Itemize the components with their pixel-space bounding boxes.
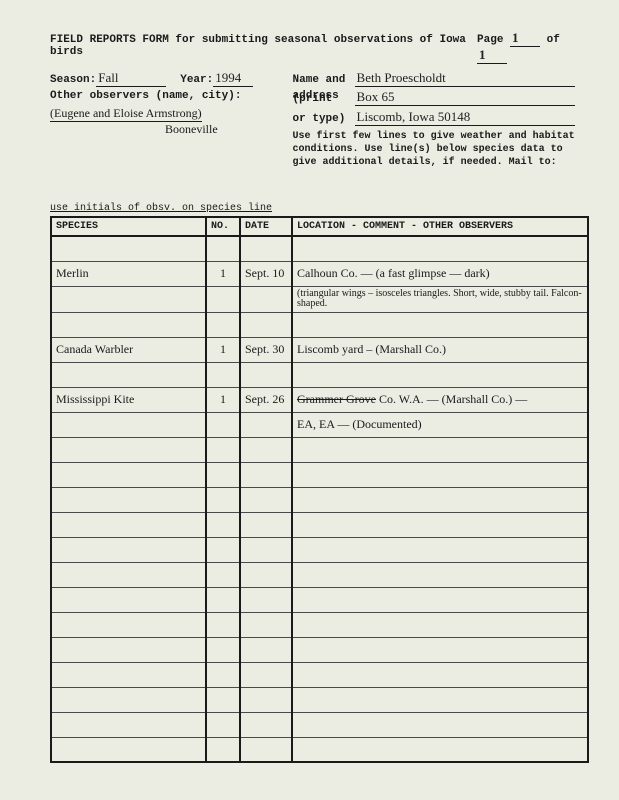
table-row: Canada Warbler 1 Sept. 30 Liscomb yard –…: [51, 337, 588, 362]
sub-instruction: use initials of obsv. on species line: [50, 203, 589, 214]
addr-label2: (print: [293, 93, 355, 105]
table-row: [51, 537, 588, 562]
no-cell: 1: [206, 337, 240, 362]
date-cell: Sept. 26: [240, 387, 292, 412]
other-obs-note: (Eugene and Eloise Armstrong) Booneville: [50, 106, 293, 137]
table-row: [51, 437, 588, 462]
table-row: (triangular wings – isosceles triangles.…: [51, 286, 588, 312]
table-row: [51, 587, 588, 612]
other-obs-label: Other observers (name, city):: [50, 90, 241, 102]
no-cell: 1: [206, 387, 240, 412]
loc-note: EA, EA — (Documented): [292, 412, 588, 437]
table-row: [51, 462, 588, 487]
page-indicator: Page 1 of 1: [477, 30, 589, 64]
table-row: [51, 236, 588, 261]
species-cell: Canada Warbler: [51, 337, 206, 362]
year-value: 1994: [213, 70, 253, 87]
date-cell: Sept. 10: [240, 261, 292, 286]
observations-table: SPECIES NO. DATE LOCATION - COMMENT - OT…: [50, 216, 589, 763]
season-value: Fall: [96, 70, 166, 87]
name-label: Name and: [293, 74, 355, 86]
table-row: [51, 662, 588, 687]
table-row: [51, 512, 588, 537]
addr-line1: Box 65: [355, 89, 575, 106]
table-row: [51, 687, 588, 712]
col-no: NO.: [206, 217, 240, 236]
year-label: Year:: [180, 74, 213, 86]
addr-line2: Liscomb, Iowa 50148: [355, 109, 575, 126]
season-label: Season:: [50, 74, 96, 86]
loc-cell: Calhoun Co. — (a fast glimpse — dark): [292, 261, 588, 286]
table-row: [51, 637, 588, 662]
table-row: [51, 712, 588, 737]
loc-cell: Grammer Grove Co. W.A. — (Marshall Co.) …: [292, 387, 588, 412]
table-row: [51, 312, 588, 337]
table-row: [51, 562, 588, 587]
addr-label3: or type): [293, 113, 355, 125]
species-cell: Mississippi Kite: [51, 387, 206, 412]
table-row: EA, EA — (Documented): [51, 412, 588, 437]
col-location: LOCATION - COMMENT - OTHER OBSERVERS: [292, 217, 588, 236]
table-row: [51, 612, 588, 637]
no-cell: 1: [206, 261, 240, 286]
col-date: DATE: [240, 217, 292, 236]
table-row: Mississippi Kite 1 Sept. 26 Grammer Grov…: [51, 387, 588, 412]
col-species: SPECIES: [51, 217, 206, 236]
table-row: [51, 737, 588, 762]
name-value: Beth Proescholdt: [355, 70, 575, 87]
date-cell: Sept. 30: [240, 337, 292, 362]
instructions-text: Use first few lines to give weather and …: [293, 130, 589, 169]
form-title: FIELD REPORTS FORM for submitting season…: [50, 34, 477, 58]
loc-cell: Liscomb yard – (Marshall Co.): [292, 337, 588, 362]
table-row: [51, 487, 588, 512]
loc-note: (triangular wings – isosceles triangles.…: [292, 286, 588, 312]
meta-block: Season: Fall Year: 1994 Other observers …: [50, 70, 589, 169]
table-row: Merlin 1 Sept. 10 Calhoun Co. — (a fast …: [51, 261, 588, 286]
table-row: [51, 362, 588, 387]
species-cell: Merlin: [51, 261, 206, 286]
form-title-row: FIELD REPORTS FORM for submitting season…: [50, 30, 589, 64]
